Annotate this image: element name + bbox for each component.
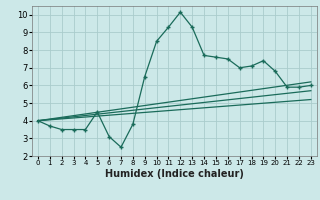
X-axis label: Humidex (Indice chaleur): Humidex (Indice chaleur) xyxy=(105,169,244,179)
